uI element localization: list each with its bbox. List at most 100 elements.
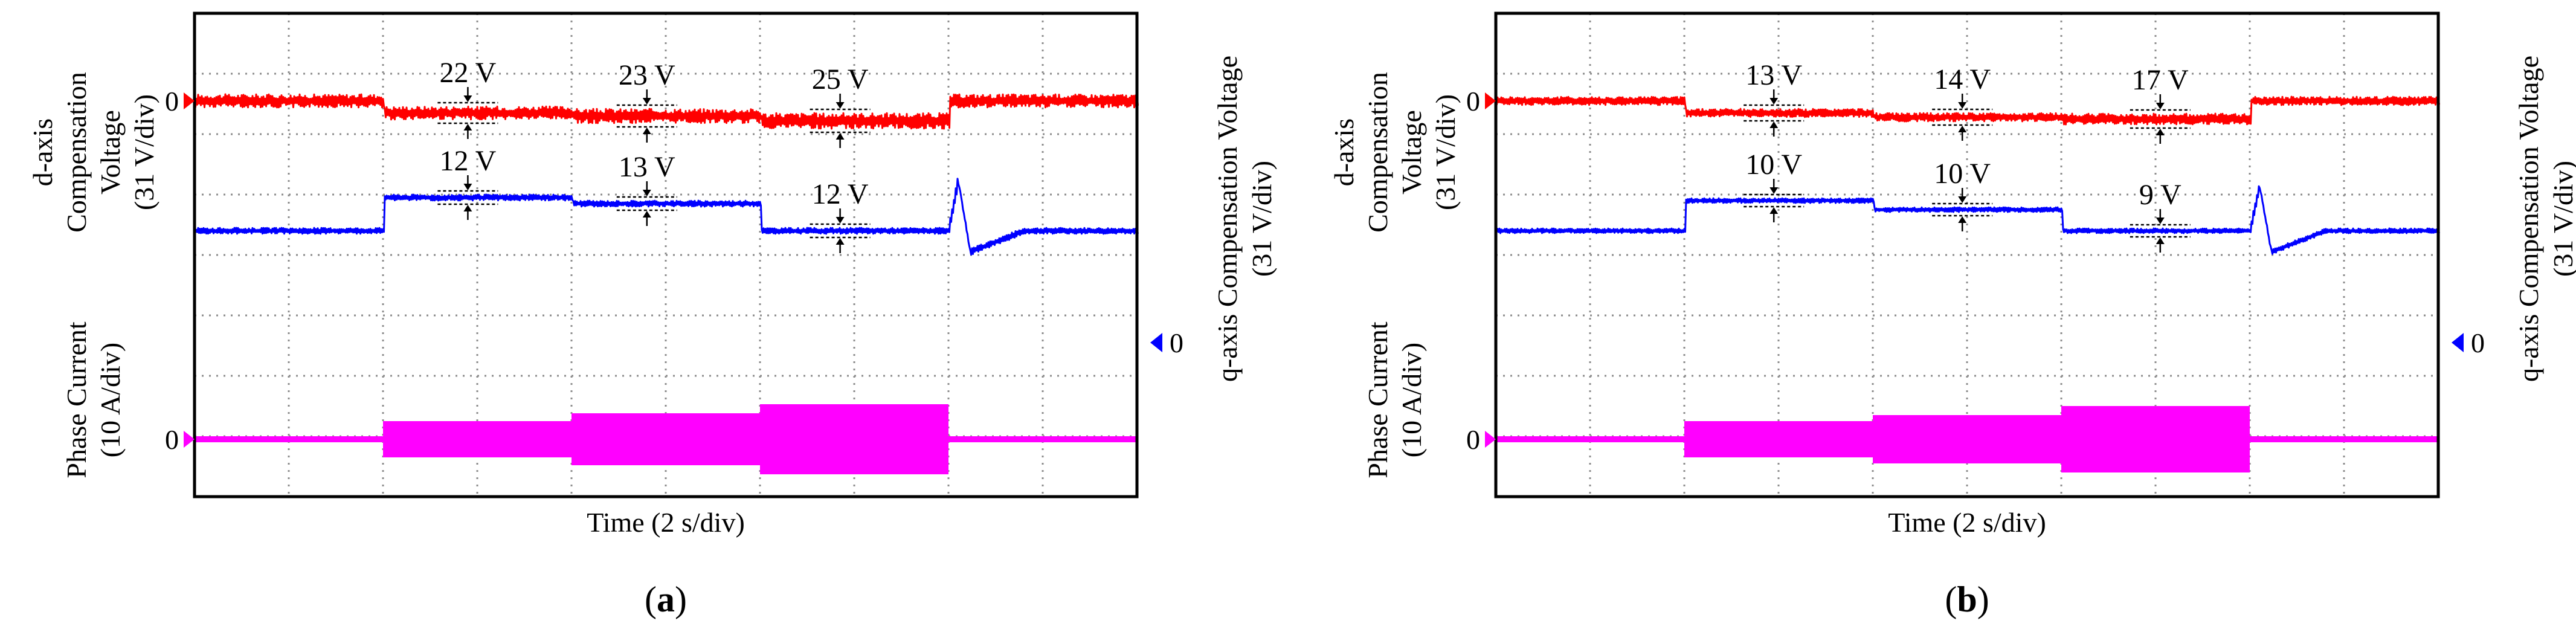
- ripple-arrowhead-up: [1958, 126, 1967, 132]
- ripple-arrowhead-up: [642, 127, 651, 134]
- zero-marker-triangle: [1150, 333, 1162, 352]
- series-d_axis: [193, 93, 1139, 130]
- ripple-arrowhead-down: [2156, 103, 2165, 109]
- oscilloscope-panel-a: 22 V 23 V 25 V 12 V 13 V 12 V 0 0 0 d-axis Compens…: [27, 11, 1277, 619]
- zero-marker-triangle: [1485, 92, 1496, 109]
- ripple-arrowhead-up: [642, 211, 651, 218]
- phase-current-envelope: [1684, 421, 1873, 457]
- ripple-arrowhead-down: [1958, 102, 1967, 109]
- panel-caption-close: ): [675, 579, 687, 619]
- ripple-label: 25 V: [812, 63, 869, 95]
- series-phase_current: [195, 404, 1137, 474]
- panel-caption-open: (: [645, 579, 657, 619]
- ripple-annotation: 12 V: [810, 178, 871, 253]
- ripple-label: 17 V: [2132, 64, 2189, 96]
- ripple-arrowhead-up: [1769, 121, 1779, 128]
- phase-current-envelope: [760, 404, 948, 474]
- q-axis-trace: [1495, 185, 2440, 255]
- y-axis-label-left: (31 V/div): [129, 94, 159, 210]
- ripple-arrowhead-down: [1769, 187, 1779, 194]
- ripple-label: 13 V: [619, 151, 675, 183]
- ripple-label: 12 V: [440, 145, 497, 177]
- plot-frame: [193, 11, 1139, 498]
- y-axis-label-current: (10 A/div): [1396, 343, 1427, 457]
- ripple-label: 22 V: [440, 57, 497, 89]
- zero-marker-phase_current: 0: [165, 424, 195, 455]
- series-q_axis: [193, 178, 1139, 256]
- zero-marker-d_axis: 0: [1466, 86, 1496, 117]
- zero-marker-phase_current: 0: [1466, 424, 1496, 455]
- ripple-arrowhead-up: [463, 205, 472, 211]
- ripple-arrowhead-down: [1769, 98, 1779, 105]
- grid: [195, 13, 1137, 497]
- ripple-arrowhead-down: [642, 98, 651, 105]
- y-axis-label-right: (31 V/div): [2548, 161, 2576, 277]
- y-axis-label-current: (10 A/div): [95, 343, 126, 457]
- y-axis-label-left: Voltage: [95, 110, 126, 195]
- y-axis-label-left: d-axis: [27, 118, 58, 186]
- ripple-label: 13 V: [1745, 59, 1802, 91]
- ripple-annotation: 10 V: [1932, 158, 1993, 231]
- plot-frame: [1494, 11, 2440, 498]
- oscilloscope-chart-a: 22 V 23 V 25 V 12 V 13 V 12 V 0 0 0 d-axis Compens…: [27, 11, 1277, 619]
- ripple-annotation: 13 V: [616, 151, 677, 226]
- ripple-arrowhead-down: [836, 102, 845, 109]
- d-axis-trace: [193, 93, 1139, 130]
- ripple-label: 9 V: [2139, 179, 2182, 211]
- y-axis-label-left: Compensation: [61, 72, 92, 233]
- y-axis-label-right: q-axis Compensation Voltage: [2513, 56, 2544, 382]
- ripple-label: 23 V: [619, 59, 675, 91]
- ripple-arrowhead-down: [2156, 218, 2165, 224]
- phase-current-envelope: [195, 436, 383, 442]
- ripple-arrowhead-up: [836, 238, 845, 245]
- ripple-arrowhead-down: [642, 190, 651, 196]
- series-d_axis: [1495, 95, 2440, 126]
- ripple-annotation: 22 V: [437, 57, 498, 139]
- ripple-annotation: 23 V: [616, 59, 677, 143]
- zero-marker-q_axis: 0: [2452, 327, 2485, 358]
- ripple-arrowhead-down: [463, 95, 472, 102]
- panel-caption-close: ): [1977, 579, 1989, 619]
- y-axis-label-left: Compensation: [1362, 72, 1393, 233]
- x-axis-label: Time (2 s/div): [1888, 507, 2046, 538]
- ripple-annotation: 14 V: [1932, 63, 1993, 141]
- y-axis-label-current: Phase Current: [1362, 321, 1393, 479]
- phase-current-envelope: [1873, 415, 2061, 463]
- ripple-annotation: 12 V: [437, 145, 498, 220]
- q-axis-trace: [193, 178, 1139, 256]
- ripple-arrowhead-up: [2156, 129, 2165, 135]
- panel-caption: (a): [645, 579, 687, 619]
- panel-caption-letter: a: [657, 579, 675, 619]
- d-axis-trace: [1495, 95, 2440, 126]
- ripple-label: 10 V: [1934, 158, 1991, 190]
- ripple-annotation: 17 V: [2130, 64, 2191, 144]
- ripple-arrowhead-up: [1769, 207, 1779, 214]
- panel-caption-open: (: [1945, 579, 1957, 619]
- phase-current-envelope: [572, 413, 760, 465]
- ripple-annotation: 25 V: [810, 63, 871, 148]
- ripple-arrowhead-up: [2156, 237, 2165, 244]
- zero-marker-label: 0: [2471, 327, 2485, 358]
- y-axis-label-current: Phase Current: [61, 321, 92, 479]
- phase-current-envelope: [2250, 436, 2438, 442]
- panel-caption: (b): [1945, 579, 1989, 619]
- ripple-arrowhead-up: [463, 124, 472, 131]
- phase-current-envelope: [2061, 406, 2250, 472]
- zero-marker-triangle: [2452, 333, 2464, 352]
- phase-current-envelope: [948, 436, 1137, 442]
- zero-marker-label: 0: [165, 424, 179, 455]
- phase-current-envelope: [383, 421, 572, 457]
- ripple-label: 10 V: [1745, 149, 1802, 181]
- oscilloscope-panel-b: 13 V 14 V 17 V 10 V 10 V 9 V 0 0 0 d-axis Compensa…: [1288, 0, 2576, 632]
- phase-current-envelope: [1496, 436, 1684, 442]
- zero-marker-label: 0: [1466, 86, 1480, 117]
- ripple-annotation: 13 V: [1744, 59, 1805, 137]
- y-axis-label-right: q-axis Compensation Voltage: [1212, 56, 1243, 382]
- ripple-label: 14 V: [1934, 63, 1991, 95]
- zero-marker-label: 0: [1466, 424, 1480, 455]
- zero-marker-d_axis: 0: [165, 86, 195, 117]
- ripple-arrowhead-up: [1958, 216, 1967, 223]
- y-axis-label-right: (31 V/div): [1246, 161, 1277, 277]
- zero-marker-triangle: [184, 431, 195, 448]
- zero-marker-triangle: [1485, 431, 1496, 448]
